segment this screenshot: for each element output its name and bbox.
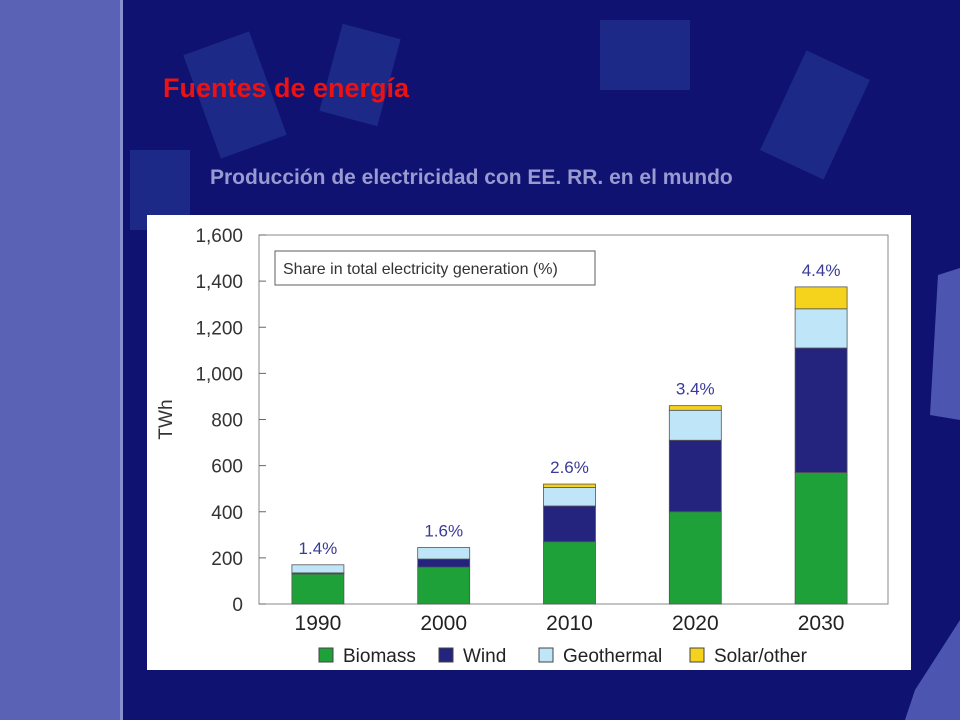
- legend-swatch: [538, 647, 554, 663]
- chart-legend: Biomass Wind Geothermal Solar/other: [318, 646, 808, 667]
- bar-biomass-2000: [417, 566, 471, 605]
- y-tick-label: 1,400: [195, 272, 243, 293]
- share-note-text: Share in total electricity generation (%…: [283, 261, 558, 278]
- share-note-box: Share in total electricity generation (%…: [274, 250, 596, 286]
- y-tick-label: 200: [211, 549, 243, 570]
- bar-geothermal-2020: [668, 409, 722, 441]
- bar-biomass-2010: [543, 541, 596, 605]
- bar-geothermal-2010: [543, 487, 596, 507]
- y-tick-label: 1,600: [195, 226, 243, 247]
- bar-solar-other-2030: [794, 286, 848, 310]
- share-label-2020: 3.4%: [676, 380, 715, 399]
- share-label-2000: 1.6%: [424, 521, 463, 540]
- share-label-2010: 2.6%: [550, 458, 589, 477]
- left-sidebar: [0, 0, 120, 720]
- chart-bars: [291, 286, 848, 605]
- x-tick-label-2030: 2030: [798, 612, 845, 635]
- y-tick-label: 400: [211, 503, 243, 524]
- legend-item-geothermal: Geothermal: [538, 646, 662, 667]
- legend-item-biomass: Biomass: [318, 646, 416, 667]
- bar-wind-2030: [794, 347, 848, 473]
- y-tick-label: 800: [211, 411, 243, 432]
- y-tick-label: 1,000: [195, 364, 243, 385]
- legend-label: Solar/other: [714, 646, 808, 667]
- bar-biomass-2030: [794, 472, 848, 605]
- legend-label: Biomass: [343, 646, 416, 667]
- stacked-bar-chart: 0 200 400 600 800 1,000 1,200 1,400 1,600 TWh Shar…: [156, 226, 889, 667]
- slide-title: Fuentes de energía: [163, 73, 410, 103]
- legend-item-wind: Wind: [438, 646, 506, 667]
- legend-swatch: [318, 647, 334, 663]
- bar-geothermal-2030: [794, 308, 848, 349]
- bar-solar-other-2010: [543, 483, 596, 488]
- legend-item-solar-other: Solar/other: [689, 646, 808, 667]
- y-tick-label: 0: [232, 595, 243, 616]
- bar-wind-2000: [417, 558, 471, 568]
- bar-wind-2020: [668, 439, 722, 513]
- legend-swatch: [438, 647, 454, 663]
- bar-geothermal-2000: [417, 547, 471, 560]
- chart-panel: 0 200 400 600 800 1,000 1,200 1,400 1,600 TWh Shar…: [147, 215, 911, 670]
- x-tick-label-2020: 2020: [672, 612, 719, 635]
- share-label-1990: 1.4%: [299, 539, 338, 558]
- legend-label: Wind: [463, 646, 506, 667]
- bar-biomass-2020: [668, 511, 722, 605]
- y-tick-label: 600: [211, 457, 243, 478]
- slide-subtitle: Producción de electricidad con EE. RR. e…: [210, 166, 733, 189]
- chart-labels: 1.4% 1990 1.6% 2000 2.6% 2010 3.4% 2020 4.4% 2030: [295, 261, 845, 635]
- bar-wind-2010: [543, 505, 596, 543]
- x-tick-label-2000: 2000: [420, 612, 467, 635]
- gear-decoration-right-icon: [905, 268, 960, 720]
- y-axis-label: TWh: [156, 399, 177, 439]
- legend-swatch: [689, 647, 705, 663]
- bar-biomass-1990: [291, 573, 345, 605]
- x-tick-label-2010: 2010: [546, 612, 593, 635]
- x-tick-label-1990: 1990: [295, 612, 342, 635]
- share-label-2030: 4.4%: [802, 261, 841, 280]
- y-tick-label: 1,200: [195, 318, 243, 339]
- bar-geothermal-1990: [291, 564, 345, 574]
- share-note-frame: [274, 250, 596, 286]
- bar-solar-other-2020: [668, 405, 722, 411]
- chart-axes: 0 200 400 600 800 1,000 1,200 1,400 1,600 TWh Shar…: [156, 226, 889, 616]
- legend-label: Geothermal: [563, 646, 662, 667]
